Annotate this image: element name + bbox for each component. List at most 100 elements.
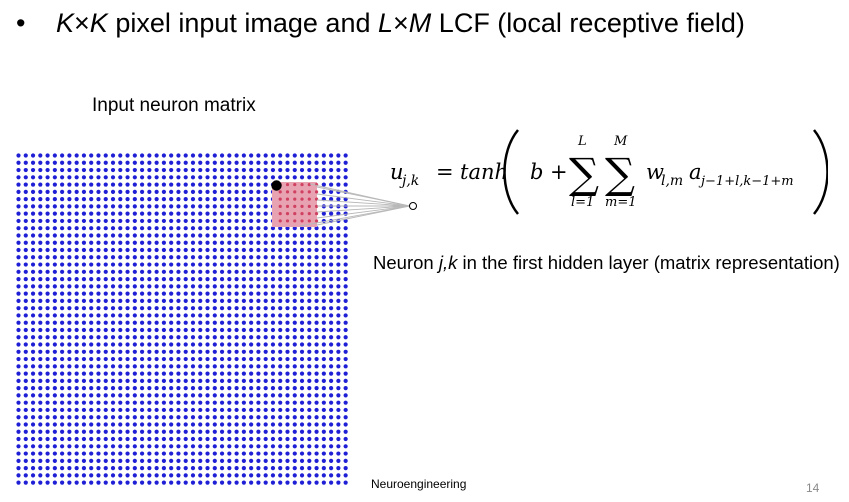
input-neuron [89,255,94,260]
input-neuron [74,276,79,282]
input-neuron [30,262,36,267]
input-neuron [96,175,101,180]
input-neuron [299,480,305,485]
input-neuron [161,153,166,158]
input-neuron [176,211,181,216]
input-neuron [278,262,283,267]
input-neuron [74,233,79,238]
input-neuron [74,306,79,311]
input-neuron [45,284,50,289]
input-neuron [110,393,116,398]
input-neuron [307,160,312,165]
input-neuron [219,473,225,478]
input-neuron [96,160,101,165]
input-neuron [16,415,21,420]
input-neuron [249,458,254,463]
input-neuron [45,269,50,274]
input-neuron [89,356,94,362]
input-neuron [96,349,101,354]
input-neuron [60,327,65,333]
input-neuron [96,262,101,267]
input-neuron [81,247,87,253]
input-neuron [176,313,181,318]
input-neuron [23,269,28,274]
input-neuron [299,284,305,289]
input-neuron [190,306,196,311]
input-neuron [212,153,217,158]
input-neuron [96,473,101,478]
input-neuron [307,320,312,325]
input-neuron [314,415,319,420]
input-neuron [241,298,246,303]
input-neuron [30,422,36,427]
input-neuron [89,153,94,158]
input-neuron [270,167,276,173]
input-neuron [16,429,21,434]
input-neuron [314,364,319,369]
input-neuron [60,204,65,209]
input-neuron [321,458,326,463]
input-neuron [52,218,57,224]
input-neuron [139,466,145,471]
input-neuron [45,327,50,333]
lrf-neuron [285,219,290,223]
input-neuron [205,218,210,224]
input-neuron [212,306,217,311]
input-neuron [89,342,94,347]
lrf-neuron [285,212,290,216]
input-neuron [81,167,87,173]
input-neuron [190,335,196,340]
input-neuron [285,298,290,303]
input-neuron [299,320,305,325]
input-neuron [45,298,50,303]
connection-line [316,205,410,219]
input-neuron [249,204,254,209]
input-neuron [227,335,232,340]
input-neuron [45,175,50,180]
input-neuron [67,458,72,463]
input-neuron [169,356,174,362]
input-neuron [190,226,196,231]
input-neuron [118,298,123,303]
input-neuron [212,342,217,347]
input-neuron [30,407,36,413]
input-neuron [256,400,261,405]
input-neuron [263,226,268,231]
input-neuron [212,320,217,325]
input-neuron [38,451,43,456]
input-neuron [154,313,159,318]
input-neuron [169,415,174,420]
input-neuron [321,327,326,333]
input-neuron [329,444,334,449]
input-neuron [263,284,268,289]
input-neuron [249,349,254,354]
eq-plus: + [550,160,568,184]
input-neuron [154,327,159,333]
input-neuron [219,269,225,274]
input-neuron [45,400,50,405]
input-neuron [45,458,50,463]
input-neuron [343,240,348,245]
input-neuron [125,356,130,362]
input-neuron [81,218,87,224]
input-neuron [241,189,246,194]
input-neuron [299,269,305,274]
input-neuron [241,378,246,383]
input-neuron [227,182,232,187]
input-neuron [256,226,261,231]
input-neuron [176,284,181,289]
input-neuron [219,356,225,362]
input-neuron [16,189,21,194]
input-neuron [23,466,28,471]
title-l: L [377,8,394,38]
eq-right-paren [813,129,828,215]
input-neuron [161,480,166,485]
input-neuron [219,458,225,463]
input-neuron [299,371,305,376]
input-neuron [227,306,232,311]
input-neuron [110,276,116,282]
input-neuron [67,327,72,333]
input-neuron [60,371,65,376]
input-neuron [190,189,196,194]
input-neuron [190,364,196,369]
